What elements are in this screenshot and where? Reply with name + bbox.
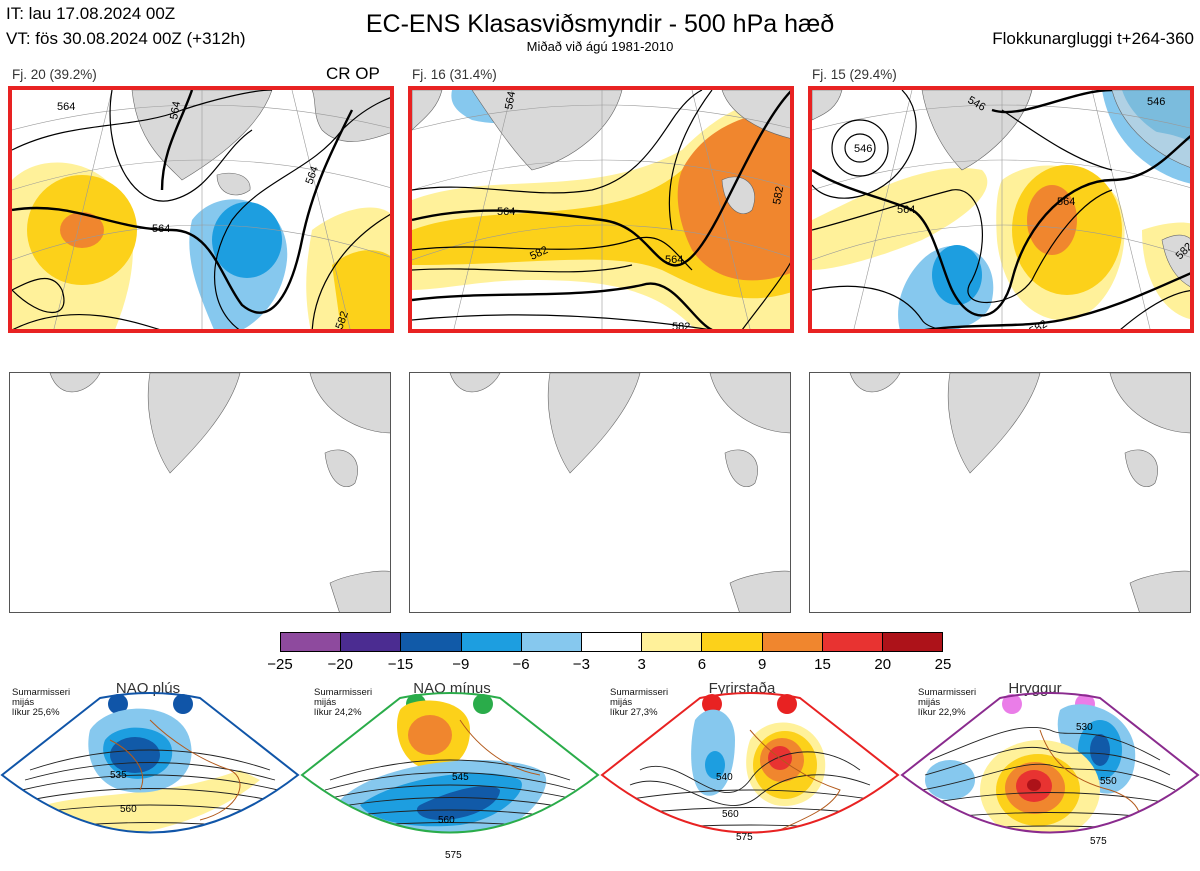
contour-label: 564 xyxy=(168,100,183,120)
cluster-map-3: 546 546 546 564 564 582 582 xyxy=(808,86,1194,333)
contour-label: 575 xyxy=(736,832,753,843)
colorbar-segment xyxy=(401,633,462,651)
valid-time: VT: fös 30.08.2024 00Z (+312h) xyxy=(6,29,246,48)
regime-marker-dot xyxy=(473,694,493,714)
colorbar-tick-label: 9 xyxy=(758,656,767,673)
colorbar-tick-label: −9 xyxy=(452,656,470,673)
empty-map-1 xyxy=(9,372,391,613)
colorbar-segment xyxy=(822,633,883,651)
cluster-1-label: Fj. 20 (39.2%) xyxy=(12,67,97,82)
contour-label: 560 xyxy=(120,804,137,815)
cluster-window: Flokkunargluggi t+264-360 xyxy=(992,29,1194,48)
contour-label: 564 xyxy=(897,204,915,216)
contour-label: 582 xyxy=(672,321,690,333)
colorbar-segment xyxy=(341,633,402,651)
contour-label: 582 xyxy=(334,310,352,331)
contour-label: 550 xyxy=(1100,776,1117,787)
contour-label: 575 xyxy=(1090,836,1107,847)
contour-label: 564 xyxy=(152,223,170,235)
page-title: EC-ENS Klasasviðsmyndir - 500 hPa hæð xyxy=(365,10,835,38)
regime-note: Sumarmisseri mijás líkur 24,2% xyxy=(314,687,373,718)
cluster-3-label: Fj. 15 (29.4%) xyxy=(812,67,897,82)
regime-note: Sumarmisseri mijás líkur 25,6% xyxy=(12,687,71,718)
regime-marker-dot xyxy=(702,694,722,714)
initial-time: IT: lau 17.08.2024 00Z xyxy=(6,4,176,23)
regime-marker-dot xyxy=(173,694,193,714)
regime-note: Sumarmisseri mijás líkur 22,9% xyxy=(918,687,977,718)
contour-label: 546 xyxy=(854,143,872,155)
contour-label: 564 xyxy=(1057,196,1075,208)
colorbar-segment xyxy=(581,633,643,651)
colorbar-segment xyxy=(461,633,522,651)
regime-note: Sumarmisseri mijás líkur 27,3% xyxy=(610,687,669,718)
colorbar-segment xyxy=(882,633,943,651)
contour-label: 582 xyxy=(771,185,786,205)
colorbar-tick-label: 3 xyxy=(637,656,646,673)
colorbar-tick-label: 15 xyxy=(814,656,831,673)
colorbar-tick-label: −20 xyxy=(327,656,353,673)
empty-map-2 xyxy=(409,372,791,613)
colorbar-tick-label: −3 xyxy=(572,656,590,673)
contour-label: 564 xyxy=(503,90,518,110)
cluster-map-2: 564 564 564 582 582 582 xyxy=(408,86,794,333)
contour-label: 582 xyxy=(1028,318,1050,333)
regime-marker-dot xyxy=(1002,694,1022,714)
contour-label: 564 xyxy=(57,101,75,113)
regime-ridge: Sumarmisseri mijás líkur 22,9% Hryggur xyxy=(900,680,1200,871)
contour-label: 564 xyxy=(497,206,515,218)
colorbar-tick-label: 20 xyxy=(874,656,892,673)
cluster-1-tag: CR OP xyxy=(326,64,380,83)
cluster-2-label: Fj. 16 (31.4%) xyxy=(412,67,497,82)
colorbar-tick-label: 25 xyxy=(934,656,952,673)
contour-label: 564 xyxy=(665,254,683,266)
colorbar-tick-label: 6 xyxy=(697,656,707,673)
contour-label: 560 xyxy=(438,815,455,826)
contour-label: 560 xyxy=(722,809,739,820)
colorbar-segment xyxy=(521,633,582,651)
regime-blocking: Sumarmisseri mijás líkur 27,3% Fyrirstað… xyxy=(600,680,900,871)
colorbar xyxy=(280,632,943,652)
contour-label: 535 xyxy=(110,770,127,781)
cluster-map-1: 564 564 564 564 582 xyxy=(8,86,394,333)
colorbar-tick-label: −6 xyxy=(512,656,530,673)
contour-label: 564 xyxy=(304,165,322,186)
colorbar-segment xyxy=(642,633,703,651)
colorbar-segment xyxy=(762,633,823,651)
contour-label: 530 xyxy=(1076,722,1093,733)
regime-marker-dot xyxy=(777,694,797,714)
colorbar-segment xyxy=(702,633,763,651)
colorbar-tick-label: −25 xyxy=(267,656,293,673)
page-subtitle: Miðað við ágú 1981-2010 xyxy=(526,39,674,54)
regime-marker-dot xyxy=(108,694,128,714)
contour-label: 575 xyxy=(445,850,462,861)
empty-map-3 xyxy=(809,372,1191,613)
contour-label: 540 xyxy=(716,772,733,783)
regime-nao-minus: Sumarmisseri mijás líkur 24,2% NAO mínus… xyxy=(300,680,600,871)
regime-nao-plus: Sumarmisseri mijás líkur 25,6% NAO plús … xyxy=(0,680,300,871)
colorbar-segment xyxy=(281,633,342,651)
colorbar-tick-label: −15 xyxy=(387,656,414,673)
contour-label: 545 xyxy=(452,772,469,783)
contour-label: 546 xyxy=(1147,96,1165,108)
